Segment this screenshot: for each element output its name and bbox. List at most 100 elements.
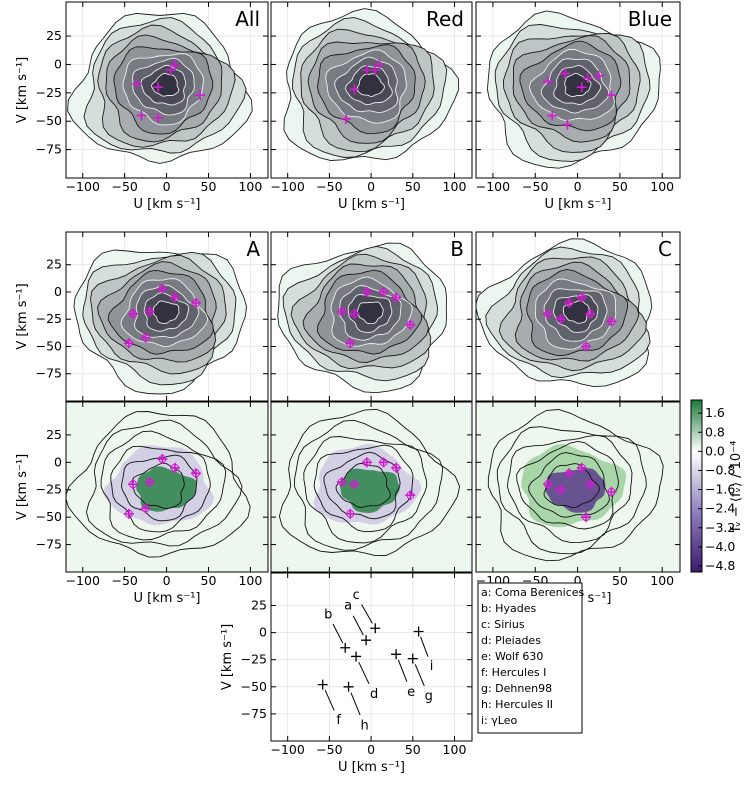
marker: [562, 119, 573, 130]
marker: [144, 477, 155, 488]
y-tick-label: −50: [36, 338, 62, 353]
marker: [559, 68, 570, 79]
marker-ring: [362, 287, 371, 296]
marker: [190, 468, 201, 479]
marker: [542, 479, 553, 490]
marker: [564, 297, 575, 308]
marker: [336, 477, 347, 488]
colorbar-tick-label: −3.2: [705, 520, 735, 535]
x-tick-label: 0: [367, 179, 375, 194]
marker: [345, 338, 356, 349]
colorbar-tick-label: −4.8: [705, 558, 735, 573]
marker: [190, 297, 201, 308]
y-tick-label: 25: [46, 28, 62, 43]
marker: [593, 70, 604, 81]
y-axis-label: V [km s⁻¹]: [15, 454, 30, 520]
y-tick-label: −75: [36, 142, 62, 157]
marker: [542, 308, 553, 319]
y-axis-label: V [km s⁻¹]: [15, 57, 30, 123]
marker: [349, 84, 360, 95]
background: [271, 573, 472, 741]
panel-title: All: [235, 7, 260, 31]
group-cross: [407, 653, 418, 664]
x-tick-label: −100: [66, 573, 100, 588]
x-tick-label: 0: [367, 742, 375, 757]
density-level: [356, 73, 385, 97]
leader: [332, 623, 344, 644]
group-letter: d: [370, 687, 378, 702]
legend-entry: d: Pleiades: [481, 634, 541, 647]
leader: [352, 615, 364, 636]
marker-ring: [337, 478, 346, 487]
marker: [157, 454, 168, 465]
legend-entry: c: Sirius: [481, 618, 525, 631]
x-tick-label: −50: [316, 742, 342, 757]
marker: [361, 457, 372, 468]
marker: [542, 76, 553, 87]
marker-cross: [349, 84, 360, 95]
legend-entry: b: Hyades: [481, 602, 536, 615]
leader: [397, 659, 408, 682]
marker-ring: [556, 315, 565, 324]
panel: B: [270, 231, 473, 402]
marker: [361, 65, 372, 76]
y-tick-label: 25: [46, 257, 62, 272]
x-axis-label: U [km s⁻¹]: [134, 591, 201, 606]
marker: [581, 512, 592, 523]
y-tick-label: −50: [36, 509, 62, 524]
marker: [132, 78, 143, 89]
x-tick-label: −50: [111, 573, 137, 588]
marker: [555, 314, 566, 325]
marker-cross: [562, 119, 573, 130]
x-tick-label: −100: [66, 179, 100, 194]
marker-ring: [124, 509, 133, 518]
marker: [128, 479, 139, 490]
plot-area: [271, 573, 472, 741]
group-cross: [391, 649, 402, 660]
marker: [585, 479, 596, 490]
marker: [128, 308, 139, 319]
marker-ring: [337, 307, 346, 316]
marker: [581, 341, 592, 352]
x-tick-label: −100: [271, 179, 305, 194]
marker-cross: [593, 70, 604, 81]
marker-ring: [379, 287, 388, 296]
marker: [169, 292, 180, 303]
group-letter: g: [425, 689, 433, 704]
x-tick-label: 50: [201, 179, 217, 194]
marker-ring: [350, 309, 359, 318]
x-tick-label: −100: [476, 179, 510, 194]
marker: [606, 90, 617, 101]
contour: [516, 440, 619, 530]
x-tick-label: 50: [405, 179, 421, 194]
density-level: [564, 72, 592, 97]
marker: [374, 59, 385, 70]
x-tick-label: 50: [405, 742, 421, 757]
marker: [582, 73, 593, 84]
marker-ring: [158, 284, 167, 293]
marker-cross: [370, 65, 381, 76]
marker-ring: [565, 298, 574, 307]
marker-ring: [145, 307, 154, 316]
marker-ring: [577, 463, 586, 472]
group-letter: h: [360, 718, 368, 733]
group-cross: [340, 642, 351, 653]
marker: [195, 90, 206, 101]
marker-ring: [350, 480, 359, 489]
marker: [169, 462, 180, 473]
legend-entry: f: Hercules I: [481, 666, 546, 679]
marker-ring: [543, 309, 552, 318]
x-tick-label: 0: [574, 573, 582, 588]
group-letter: e: [407, 685, 415, 700]
x-tick-label: 100: [443, 742, 467, 757]
marker: [349, 479, 360, 490]
marker: [391, 462, 402, 473]
group-cross: [351, 651, 362, 662]
marker: [378, 286, 389, 297]
plot-area: [271, 2, 472, 178]
marker-ring: [379, 458, 388, 467]
y-tick-label: −50: [36, 113, 62, 128]
x-axis-label: U [km s⁻¹]: [338, 197, 405, 212]
marker-ring: [170, 293, 179, 302]
y-tick-label: −50: [241, 679, 267, 694]
